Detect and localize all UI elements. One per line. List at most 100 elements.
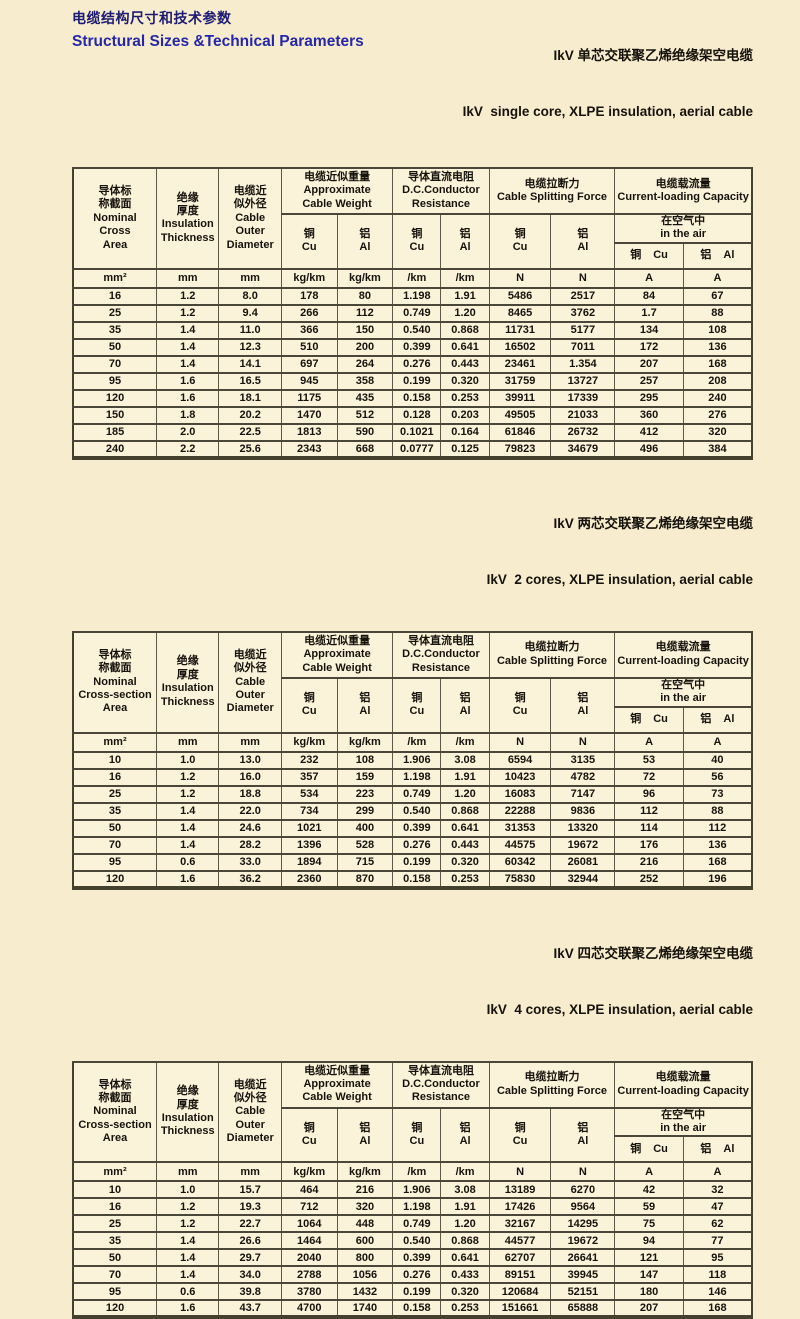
- data-cell: 3.08: [440, 1180, 490, 1200]
- header-text: 电缆近似重量: [304, 170, 371, 183]
- data-cell: 1.2: [156, 286, 220, 306]
- data-cell: 295: [614, 388, 684, 408]
- header-text: Cable Splitting Force: [496, 191, 607, 203]
- header-text: Diameter: [226, 702, 274, 715]
- data-cell: 0.320: [440, 1282, 490, 1302]
- data-cell: 0.253: [440, 388, 490, 408]
- data-cell: 16083: [488, 784, 552, 804]
- table1-section: 导体标 称截面 Nominal Cross Area 绝缘 厚度 Insulation Thic…: [72, 167, 753, 460]
- units-row: mm² mm mm kg/km kg/km/km/km N N A A: [72, 731, 753, 753]
- header-text: Cu: [301, 241, 317, 254]
- data-cell: 108: [336, 750, 394, 770]
- header-text: 铜: [303, 228, 315, 240]
- unit-cell: N: [550, 1161, 616, 1183]
- data-cell: 0.276: [392, 1265, 442, 1285]
- header-text: Al: [723, 249, 735, 262]
- data-cell: 0.641: [440, 818, 490, 838]
- data-cell: 0.399: [392, 818, 442, 838]
- data-cell: 62707: [488, 1248, 552, 1268]
- data-cell: 216: [614, 852, 684, 872]
- header-splitting-al: 铝 Al: [550, 676, 616, 734]
- data-cell: 1.20: [440, 1214, 490, 1234]
- table1-subtitle-en: IkV single core, XLPE insulation, aerial…: [462, 104, 753, 119]
- data-cell: 3.08: [440, 750, 490, 770]
- data-cell: 1.4: [156, 801, 220, 821]
- data-cell: 33.0: [218, 852, 282, 872]
- header-text: 电缆近: [233, 1078, 267, 1091]
- data-cell: 7011: [550, 337, 616, 357]
- unit-cell: /km: [440, 267, 490, 289]
- data-cell: 1.4: [156, 818, 220, 838]
- unit-cell: mm: [218, 267, 282, 289]
- data-cell: 16502: [488, 337, 552, 357]
- data-cell: 59: [614, 1197, 684, 1217]
- header-splitting-force: 电缆拉断力 Cable Splitting Force: [488, 1060, 616, 1109]
- data-cell: 400: [336, 818, 394, 838]
- data-cell: 89151: [488, 1265, 552, 1285]
- data-cell: 17426: [488, 1197, 552, 1217]
- header-text: 绝缘: [176, 655, 199, 668]
- data-cell: 320: [336, 1197, 394, 1217]
- header-text: Area: [102, 1132, 128, 1145]
- data-row: 70 1.4 14.1 697 264 0.276 0.443 23461 1.354 207 16…: [72, 354, 753, 374]
- data-cell: 0.443: [440, 835, 490, 855]
- header-insulation-thickness: 绝缘 厚度 Insulation Thickness: [156, 167, 220, 270]
- unit-cell: kg/km: [280, 1161, 338, 1183]
- data-row: 95 0.6 33.0 1894 715 0.199 0.320 60342 26081 216 1…: [72, 852, 753, 872]
- header-cable-weight: 电缆近似重量 Approximate Cable Weight: [280, 1060, 394, 1109]
- header-capacity-al: 铝 Al: [682, 241, 753, 270]
- data-cell: 21033: [550, 405, 616, 425]
- header-text: 铜: [514, 1121, 526, 1134]
- unit-cell: A: [614, 731, 684, 753]
- unit-cell: mm²: [72, 267, 158, 289]
- data-cell: 1470: [280, 405, 338, 425]
- data-row: 25 1.2 9.4 266 112 0.749 1.20 8465 3762 1.7 88: [72, 303, 753, 323]
- data-cell: 1.198: [392, 1197, 442, 1217]
- data-cell: 1.6: [156, 371, 220, 391]
- header-splitting-force: 电缆拉断力 Cable Splitting Force: [488, 167, 616, 215]
- data-cell: 67: [682, 286, 753, 306]
- data-cell: 384: [682, 439, 753, 459]
- unit-cell: mm²: [72, 731, 158, 753]
- header-text: Area: [102, 238, 128, 251]
- header-in-the-air: 在空气中 in the air: [614, 1106, 753, 1138]
- header-text: in the air: [660, 692, 707, 705]
- data-cell: 3762: [550, 303, 616, 323]
- data-cell: 15.7: [218, 1180, 282, 1200]
- data-cell: 172: [614, 337, 684, 357]
- data-cell: 39945: [550, 1265, 616, 1285]
- data-cell: 34.0: [218, 1265, 282, 1285]
- unit-cell: /km: [392, 731, 442, 753]
- header-text: Nominal: [93, 211, 137, 224]
- data-cell: 0.320: [440, 371, 490, 391]
- data-cell: 151661: [488, 1299, 552, 1319]
- header-text: Diameter: [226, 1132, 274, 1145]
- data-cell: 1.91: [440, 767, 490, 787]
- data-cell: 0.749: [392, 303, 442, 323]
- data-row: 35 1.4 26.6 1464 600 0.540 0.868 44577 19672 94 77: [72, 1231, 753, 1251]
- data-cell: 299: [336, 801, 394, 821]
- data-cell: 112: [614, 801, 684, 821]
- header-dc-resistance: 导体直流电阻 D.C.Conductor Resistance: [392, 167, 490, 215]
- unit-cell: N: [488, 1161, 552, 1183]
- header-text: 电缆载流量: [655, 177, 711, 190]
- data-cell: 510: [280, 337, 338, 357]
- data-row: 25 1.2 18.8 534 223 0.749 1.20 16083 7147 96 73: [72, 784, 753, 804]
- header-weight-cu: 铜 Cu: [280, 676, 338, 734]
- header-capacity-cu: 铜 Cu: [614, 705, 684, 734]
- data-cell: 180: [614, 1282, 684, 1302]
- data-cell: 12.3: [218, 337, 282, 357]
- header-text: Thickness: [160, 695, 215, 708]
- header-outer-diameter: 电缆近 似外径 Cable Outer Diameter: [218, 630, 282, 734]
- data-cell: 118: [682, 1265, 753, 1285]
- data-cell: 1.2: [156, 1197, 220, 1217]
- data-cell: 44575: [488, 835, 552, 855]
- spec-table-1: 导体标 称截面 Nominal Cross Area 绝缘 厚度 Insulation Thic…: [72, 167, 753, 460]
- data-cell: 0.276: [392, 835, 442, 855]
- data-cell: 1.2: [156, 784, 220, 804]
- data-cell: 121: [614, 1248, 684, 1268]
- header-in-the-air: 在空气中 in the air: [614, 676, 753, 708]
- header-text: 铜: [303, 691, 315, 704]
- header-text: Al: [577, 241, 589, 254]
- unit-cell: N: [550, 267, 616, 289]
